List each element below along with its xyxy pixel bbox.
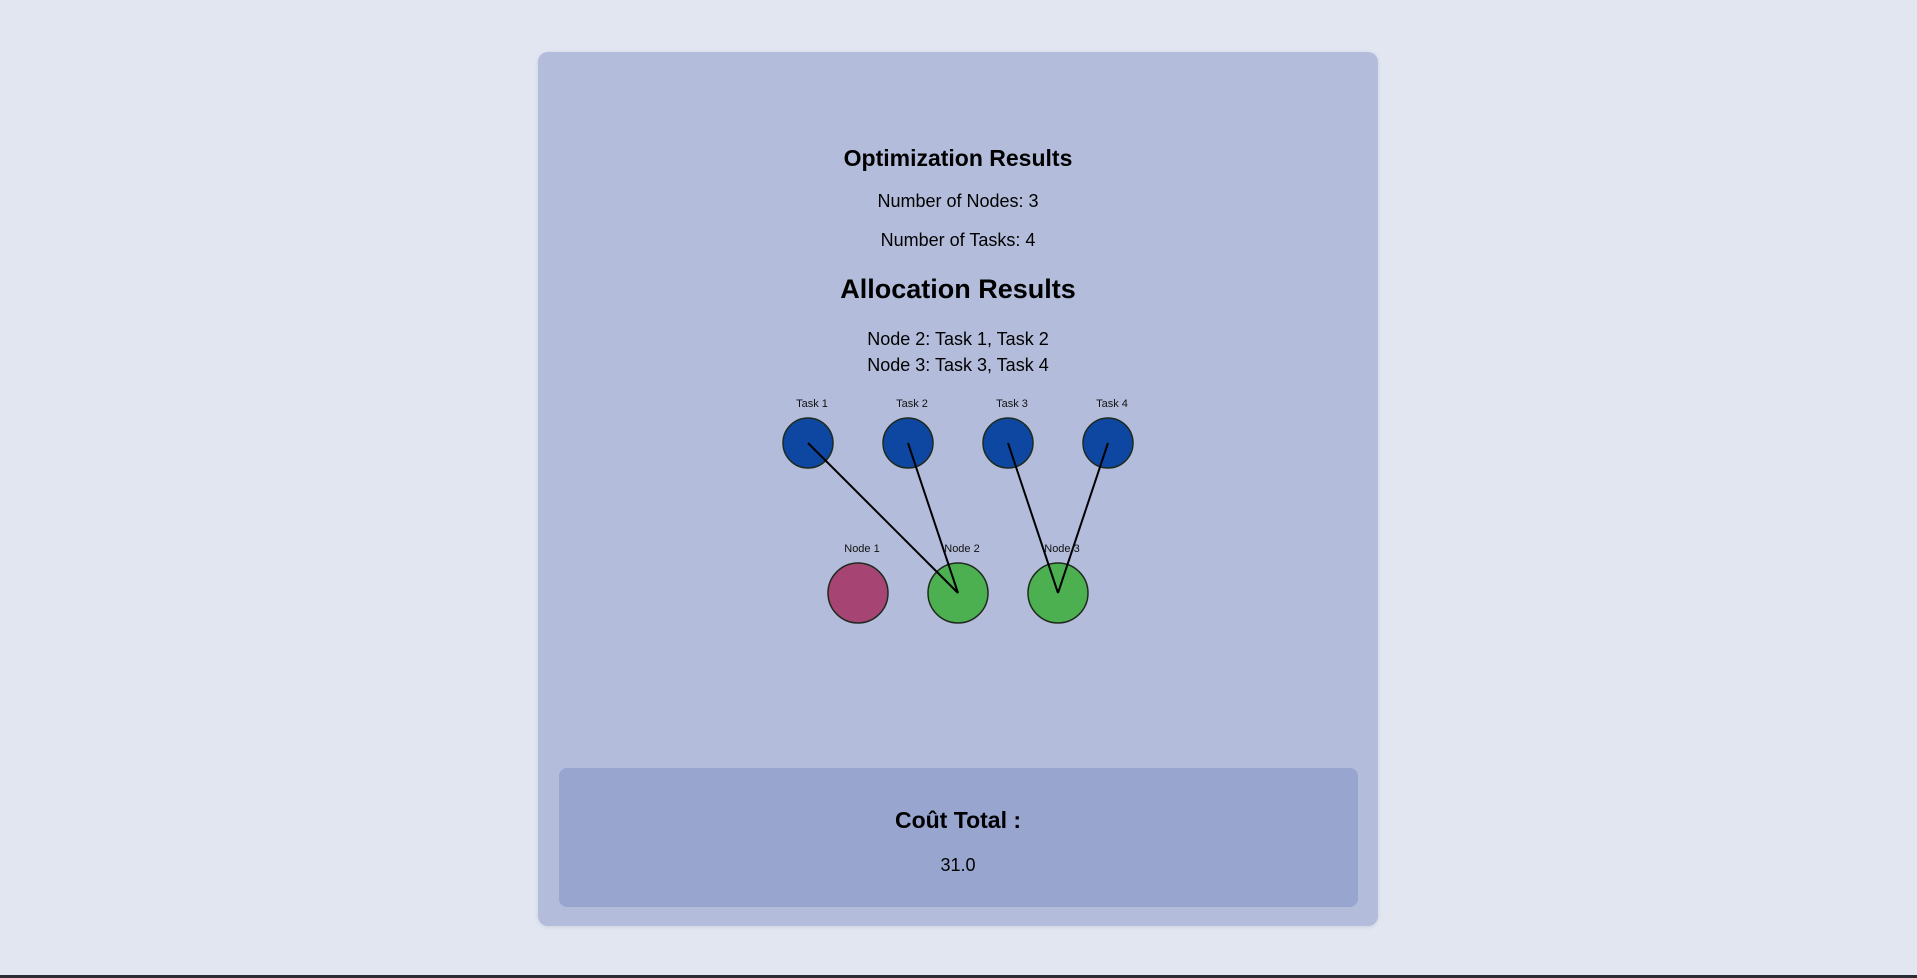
number-of-tasks-text: Number of Tasks: 4: [880, 230, 1036, 250]
allocation-graph: Task 1 Task 2 Task 3 Task 4 Node 1 Node 2 Node…: [782, 398, 1134, 624]
bottom-edge-bar: [0, 975, 1917, 978]
assignment-edge-4: [1057, 442, 1109, 594]
task-label-1: Task 1: [796, 398, 828, 410]
task-label-3: Task 3: [996, 398, 1028, 410]
assignment-edge-1: [807, 442, 959, 594]
number-of-nodes-text: Number of Nodes: 3: [877, 191, 1039, 211]
task-label-4: Task 4: [1096, 398, 1128, 410]
node-label-1: Node 1: [844, 543, 879, 555]
allocation-line-node-2: Node 2: Task 1, Task 2: [867, 329, 1049, 349]
graph-labels: Task 1 Task 2 Task 3 Task 4 Node 1 Node 2 Node…: [796, 398, 1128, 555]
allocation-results-title: Allocation Results: [840, 274, 1076, 304]
node-circle-1: [827, 562, 889, 624]
task-label-2: Task 2: [896, 398, 928, 410]
assignment-edge-2: [907, 442, 959, 594]
allocation-edges: [807, 442, 1109, 594]
total-cost-panel: [559, 768, 1358, 907]
allocation-line-node-3: Node 3: Task 3, Task 4: [867, 355, 1049, 375]
allocation-list: Node 2: Task 1, Task 2 Node 3: Task 3, T…: [538, 326, 1378, 378]
optimization-results-title: Optimization Results: [843, 145, 1073, 171]
node-label-3: Node 3: [1044, 543, 1079, 555]
node-label-2: Node 2: [944, 543, 979, 555]
total-cost-title: Coût Total :: [894, 807, 1022, 833]
results-card: Optimization Results Number of Nodes: 3 …: [538, 52, 1378, 926]
assignment-edge-3: [1007, 442, 1059, 594]
total-cost-value: 31.0: [940, 855, 976, 875]
